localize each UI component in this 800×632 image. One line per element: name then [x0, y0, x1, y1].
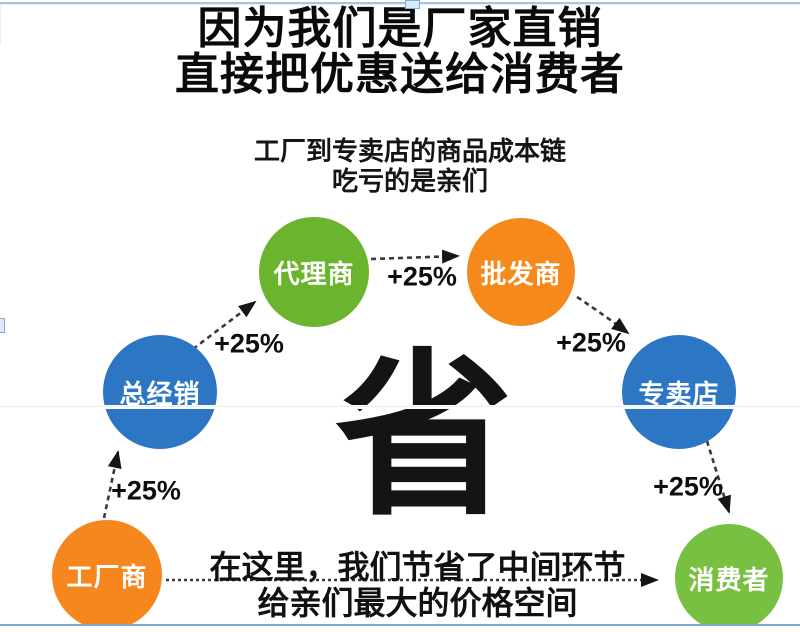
- subtitle: 工厂到专卖店的商品成本链 吃亏的是亲们: [20, 136, 800, 197]
- selection-border-left-tick: [0, 4, 1, 44]
- arrow-factory-to-distributor: [102, 450, 122, 519]
- row-boundary-line: [0, 405, 800, 409]
- node-factory: 工厂商: [52, 520, 162, 630]
- markup-label-wholesaler-store: +25%: [556, 327, 626, 358]
- node-exclusive-store: 专卖店: [622, 335, 736, 449]
- markup-label-agent-wholesaler: +25%: [387, 261, 457, 292]
- resize-handle-left[interactable]: [0, 318, 5, 333]
- markup-label-distributor-agent: +25%: [214, 328, 284, 359]
- bottom-mask: [0, 626, 800, 632]
- subtitle-line-2: 吃亏的是亲们: [331, 165, 488, 196]
- markup-label-factory-distributor: +25%: [111, 475, 181, 506]
- resize-handle-top[interactable]: [405, 0, 420, 9]
- arrow-wholesaler-to-store: [576, 295, 630, 335]
- node-wholesaler-label: 批发商: [480, 258, 562, 289]
- arrow-agent-to-wholesaler: [370, 249, 460, 264]
- node-general-distributor: 总经销: [103, 335, 217, 449]
- arrow-store-to-consumer: [705, 440, 731, 514]
- selection-border-bottom: [0, 624, 800, 626]
- node-agent-label: 代理商: [273, 258, 355, 289]
- node-consumer: 消费者: [675, 524, 783, 632]
- title-line-2: 直接把优惠送给消费者: [175, 50, 625, 100]
- node-general-distributor-label: 总经销: [119, 378, 201, 409]
- node-exclusive-store-label: 专卖店: [638, 378, 720, 409]
- subtitle-line-1: 工厂到专卖店的商品成本链: [253, 136, 566, 166]
- markup-label-store-consumer: +25%: [653, 471, 723, 502]
- node-consumer-label: 消费者: [688, 564, 770, 595]
- node-wholesaler: 批发商: [467, 218, 575, 326]
- footer-message: 在这里，我们节省了中间环节 给亲们最大的价格空间: [135, 549, 700, 621]
- selection-border-top-glow: [0, 4, 800, 5]
- node-factory-label: 工厂商: [66, 561, 148, 592]
- footer-line-2: 给亲们最大的价格空间: [257, 585, 578, 622]
- arrow-distributor-to-agent: [192, 300, 257, 351]
- page-title: 因为我们是厂家直销 直接把优惠送给消费者: [0, 4, 800, 100]
- node-agent: 代理商: [259, 217, 369, 327]
- save-character: 省: [335, 337, 513, 536]
- footer-line-1: 在这里，我们节省了中间环节: [209, 549, 626, 585]
- selection-border-top: [0, 2, 800, 4]
- title-line-1: 因为我们是厂家直销: [197, 4, 603, 53]
